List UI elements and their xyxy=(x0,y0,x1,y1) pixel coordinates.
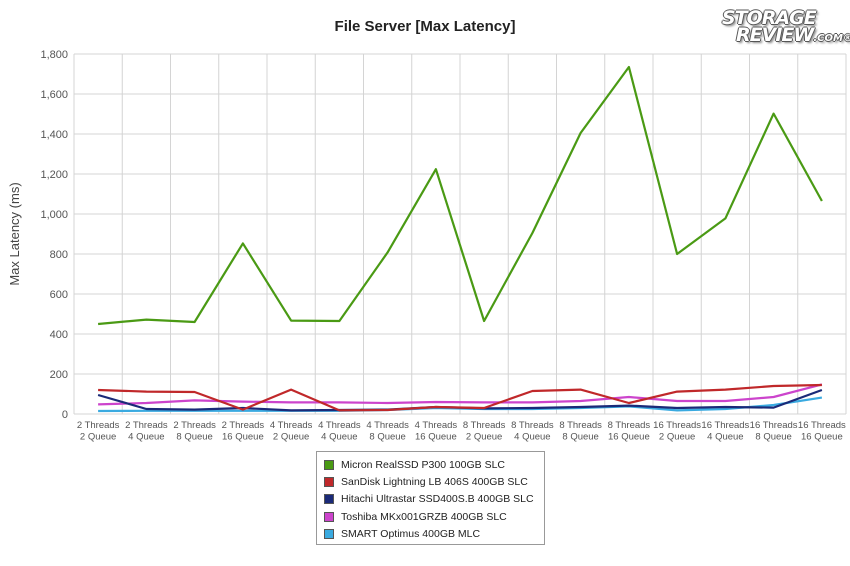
series-layer xyxy=(97,65,823,413)
y-tick-label: 1,400 xyxy=(40,129,68,141)
x-tick-label: 2 Threads 16 Queue xyxy=(222,420,265,443)
x-tick-label-line: 16 Queue xyxy=(222,432,264,443)
x-tick-label: 2 Threads 2 Queue xyxy=(77,420,120,443)
x-tick-label-line: 8 Threads xyxy=(511,420,554,431)
x-tick-label: 16 Threads 4 Queue xyxy=(701,420,749,443)
x-tick-label-line: 16 Queue xyxy=(801,432,843,443)
x-tick-label: 16 Threads 2 Queue xyxy=(653,420,701,443)
x-tick-label: 4 Threads 16 Queue xyxy=(415,420,458,443)
axes: 0 200 400 600 800 1,000 1,200 1,400 1,600 1,800 2 … xyxy=(7,49,846,443)
chart-title: File Server [Max Latency] xyxy=(334,18,516,35)
x-tick-label: 16 Threads 16 Queue xyxy=(798,420,846,443)
legend-label: SanDisk Lightning LB 406S 400GB SLC xyxy=(341,476,528,489)
x-tick-label: 2 Threads 8 Queue xyxy=(173,420,216,443)
x-tick-label-line: 2 Threads xyxy=(125,420,168,431)
x-tick-label-line: 16 Threads xyxy=(653,420,701,431)
x-tick-label-line: 8 Threads xyxy=(463,420,506,431)
series-line xyxy=(98,65,823,326)
legend-item: SMART Optimus 400GB MLC xyxy=(324,526,544,543)
x-tick-label-line: 8 Queue xyxy=(176,432,212,443)
x-tick-label: 16 Threads 8 Queue xyxy=(750,420,798,443)
x-tick-label-line: 4 Threads xyxy=(366,420,409,431)
legend: Micron RealSSD P300 100GB SLC SanDisk Lig… xyxy=(316,451,545,545)
series-line xyxy=(98,383,822,412)
y-tick-label: 600 xyxy=(50,289,68,301)
x-tick-label-line: 2 Queue xyxy=(273,432,309,443)
x-tick-label-line: 4 Queue xyxy=(707,432,743,443)
x-tick-label-line: 4 Queue xyxy=(514,432,550,443)
x-tick-label-line: 16 Threads xyxy=(798,420,846,431)
x-tick-label-line: 4 Queue xyxy=(321,432,357,443)
x-tick-label-line: 4 Threads xyxy=(415,420,458,431)
x-tick-label-line: 8 Threads xyxy=(608,420,651,431)
logo-line-2: REVIEW.COM® xyxy=(736,24,850,46)
legend-swatch xyxy=(324,494,334,505)
legend-swatch xyxy=(324,477,334,488)
y-tick-label: 1,200 xyxy=(40,169,68,181)
x-tick-label-line: 4 Threads xyxy=(270,420,313,431)
x-tick-label: 4 Threads 4 Queue xyxy=(318,420,361,443)
legend-swatch xyxy=(324,529,334,540)
x-tick-label-line: 16 Queue xyxy=(415,432,457,443)
storagereview-logo: STORAGE REVIEW.COM® xyxy=(722,6,850,46)
y-tick-label: 1,800 xyxy=(40,49,68,61)
legend-item: Hitachi Ultrastar SSD400S.B 400GB SLC xyxy=(324,491,544,508)
y-tick-label: 200 xyxy=(50,369,68,381)
legend-item: Toshiba MKx001GRZB 400GB SLC xyxy=(324,508,544,525)
legend-label: Hitachi Ultrastar SSD400S.B 400GB SLC xyxy=(341,493,534,506)
x-tick-label-line: 2 Threads xyxy=(222,420,265,431)
x-tick-label-line: 2 Queue xyxy=(659,432,695,443)
x-tick-label-line: 16 Threads xyxy=(750,420,798,431)
legend-label: Micron RealSSD P300 100GB SLC xyxy=(341,458,505,471)
y-tick-label: 800 xyxy=(50,249,68,261)
x-tick-label: 4 Threads 2 Queue xyxy=(270,420,313,443)
x-tick-label-line: 4 Threads xyxy=(318,420,361,431)
x-tick-label-line: 2 Threads xyxy=(173,420,216,431)
x-tick-label: 8 Threads 2 Queue xyxy=(463,420,506,443)
x-tick-label: 8 Threads 8 Queue xyxy=(559,420,602,443)
x-tick-label-line: 2 Queue xyxy=(80,432,116,443)
y-tick-label: 0 xyxy=(62,409,68,421)
x-tick-label-line: 16 Queue xyxy=(608,432,650,443)
x-tick-label: 8 Threads 4 Queue xyxy=(511,420,554,443)
x-tick-label: 2 Threads 4 Queue xyxy=(125,420,168,443)
x-tick-label: 4 Threads 8 Queue xyxy=(366,420,409,443)
x-tick-label-line: 4 Queue xyxy=(128,432,164,443)
y-tick-label: 1,000 xyxy=(40,209,68,221)
legend-label: SMART Optimus 400GB MLC xyxy=(341,528,481,541)
legend-swatch xyxy=(324,459,334,470)
grid-lines xyxy=(73,53,847,415)
x-tick-label: 8 Threads 16 Queue xyxy=(608,420,651,443)
x-tick-label-line: 2 Threads xyxy=(77,420,120,431)
legend-item: Micron RealSSD P300 100GB SLC xyxy=(324,456,544,473)
legend-swatch xyxy=(324,511,334,522)
x-tick-label-line: 8 Queue xyxy=(755,432,791,443)
y-axis-label: Max Latency (ms) xyxy=(7,182,22,285)
y-tick-label: 400 xyxy=(50,329,68,341)
x-tick-label-line: 8 Queue xyxy=(562,432,598,443)
y-tick-label: 1,600 xyxy=(40,89,68,101)
x-tick-label-line: 16 Threads xyxy=(701,420,749,431)
legend-item: SanDisk Lightning LB 406S 400GB SLC xyxy=(324,473,544,490)
legend-label: Toshiba MKx001GRZB 400GB SLC xyxy=(341,510,507,523)
x-tick-label-line: 2 Queue xyxy=(466,432,502,443)
x-tick-label-line: 8 Queue xyxy=(369,432,405,443)
x-tick-label-line: 8 Threads xyxy=(559,420,602,431)
logo-line-1: STORAGE xyxy=(722,7,817,29)
